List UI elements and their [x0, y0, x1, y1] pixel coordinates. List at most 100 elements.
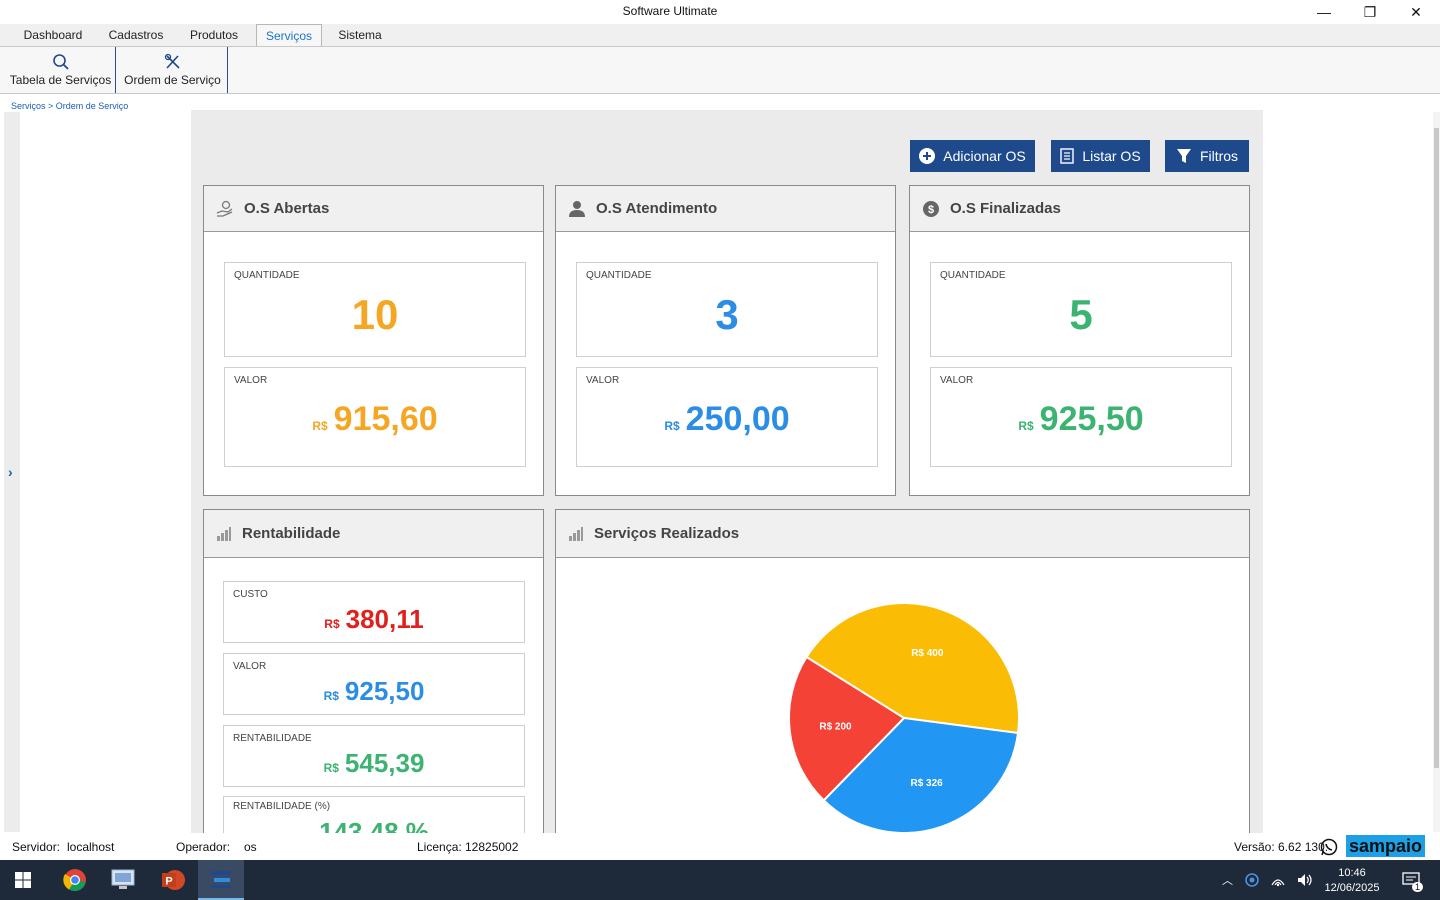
- tab-sistema[interactable]: Sistema: [338, 28, 382, 42]
- scrollbar-thumb[interactable]: [1434, 128, 1439, 768]
- valor-box: VALOR R$ 925,50: [930, 367, 1232, 467]
- clock-time: 10:46: [1338, 866, 1366, 879]
- valor-display: R$ 925,50: [224, 676, 524, 707]
- tools-icon: [118, 47, 227, 73]
- rentabilidade-pct-value: 143,48 %: [319, 817, 429, 833]
- adicionar-os-button[interactable]: Adicionar OS: [910, 140, 1035, 172]
- ordem-servico-button[interactable]: Ordem de Serviço: [118, 47, 228, 93]
- currency-symbol: R$: [323, 689, 339, 703]
- rentabilidade-label: RENTABILIDADE: [233, 733, 312, 744]
- quantidade-value: 10: [351, 291, 399, 338]
- security-icon[interactable]: [1245, 873, 1259, 887]
- pie-slice[interactable]: [788, 655, 906, 802]
- hand-coin-icon: [216, 200, 233, 217]
- custo-display: R$ 380,11: [224, 604, 524, 635]
- taskbar: P ︿ 10:46 12/06/2025 1: [0, 860, 1440, 900]
- valor-label: VALOR: [586, 375, 620, 386]
- close-button[interactable]: ✕: [1410, 3, 1422, 20]
- custo-value: 380,11: [345, 604, 424, 634]
- monitor-icon: [111, 869, 135, 889]
- currency-symbol: R$: [323, 761, 339, 775]
- currency-symbol: R$: [324, 617, 340, 631]
- remote-desktop-taskbar-button[interactable]: [100, 860, 146, 900]
- valor-box: VALOR R$ 925,50: [223, 653, 525, 715]
- vertical-scrollbar[interactable]: [1433, 112, 1440, 832]
- currency-symbol: R$: [1018, 419, 1034, 433]
- bar-chart-icon: [217, 526, 231, 541]
- tab-produtos[interactable]: Produtos: [189, 28, 239, 42]
- network-icon[interactable]: [1271, 873, 1285, 887]
- custo-label: CUSTO: [233, 589, 268, 600]
- notifications-button[interactable]: 1: [1396, 860, 1426, 900]
- currency-symbol: R$: [664, 419, 680, 433]
- powerpoint-taskbar-button[interactable]: P: [150, 860, 196, 900]
- dollar-coin-icon: $: [923, 200, 939, 217]
- valor-box: VALOR R$ 250,00: [576, 367, 878, 467]
- tab-servicos[interactable]: Serviços: [256, 24, 322, 47]
- whatsapp-icon[interactable]: [1320, 838, 1338, 856]
- windows-start-button[interactable]: [0, 860, 46, 900]
- clock[interactable]: 10:46 12/06/2025: [1316, 860, 1388, 900]
- quantidade-box: QUANTIDADE 3: [576, 262, 878, 357]
- chevron-up-icon[interactable]: ︿: [1222, 875, 1233, 887]
- pie-slice[interactable]: [822, 716, 1020, 833]
- ribbon: Tabela de Serviços Ordem de Serviço: [0, 46, 1440, 94]
- quantidade-label: QUANTIDADE: [940, 270, 1006, 281]
- windows-icon: [15, 872, 31, 888]
- volume-icon[interactable]: [1297, 873, 1313, 887]
- versao-text: Versão: 6.62 130:: [1234, 840, 1329, 854]
- main-content: Adicionar OS Listar OS Filtros O.S Abert…: [191, 110, 1263, 833]
- card-os-finalizadas: $ O.S Finalizadas QUANTIDADE 5 VALOR R$ 9…: [909, 185, 1250, 496]
- card-os-abertas: O.S Abertas QUANTIDADE 10 VALOR R$ 915,60: [203, 185, 544, 496]
- tabela-servicos-button[interactable]: Tabela de Serviços: [6, 47, 116, 93]
- valor-value: 250,00: [685, 400, 790, 438]
- tab-cadastros[interactable]: Cadastros: [108, 28, 164, 42]
- user-icon: [569, 200, 585, 217]
- maximize-button[interactable]: ❐: [1363, 3, 1377, 20]
- card-title: Serviços Realizados: [594, 525, 740, 542]
- powerpoint-icon: P: [162, 870, 185, 890]
- tab-dashboard[interactable]: Dashboard: [23, 28, 83, 42]
- list-icon: [1060, 148, 1075, 164]
- card-title: O.S Abertas: [244, 200, 330, 217]
- valor-value: 915,60: [333, 400, 438, 438]
- notification-count: 1: [1412, 882, 1424, 892]
- servidor-label: Servidor:: [12, 840, 61, 854]
- servidor-value: localhost: [67, 840, 115, 854]
- ordem-servico-label: Ordem de Serviço: [124, 73, 221, 87]
- left-collapse-bar[interactable]: ›: [4, 112, 20, 832]
- quantidade-value: 3: [715, 291, 739, 338]
- card-header: O.S Atendimento: [556, 186, 895, 232]
- card-title: O.S Finalizadas: [950, 200, 1061, 217]
- adicionar-os-label: Adicionar OS: [943, 148, 1026, 164]
- app-icon: [211, 871, 231, 888]
- software-ultimate-taskbar-button[interactable]: [198, 860, 244, 900]
- card-servicos-realizados: Serviços Realizados R$ 400 R$ 326 R$ 200: [555, 509, 1250, 833]
- pie-slice[interactable]: [805, 602, 1020, 735]
- rentabilidade-box: RENTABILIDADE R$ 545,39: [223, 725, 525, 787]
- valor-display: R$ 915,60: [225, 400, 525, 439]
- rentabilidade-display: R$ 545,39: [224, 748, 524, 779]
- quantidade-label: QUANTIDADE: [586, 270, 652, 281]
- chrome-taskbar-button[interactable]: [52, 860, 98, 900]
- card-title: Rentabilidade: [242, 525, 341, 542]
- minimize-button[interactable]: —: [1317, 4, 1331, 20]
- quantidade-value: 5: [1069, 291, 1093, 338]
- operador-value: os: [244, 840, 257, 854]
- operador-label: Operador:: [176, 840, 231, 854]
- valor-label: VALOR: [233, 661, 267, 672]
- bar-chart-icon: [569, 526, 583, 541]
- title-bar: Software Ultimate — ❐ ✕: [0, 0, 1440, 24]
- menu-tabs: Dashboard Cadastros Produtos Serviços Si…: [0, 24, 1440, 47]
- card-header: Rentabilidade: [204, 510, 543, 558]
- listar-os-button[interactable]: Listar OS: [1051, 140, 1150, 172]
- chevron-right-icon[interactable]: ›: [8, 464, 13, 480]
- card-os-atendimento: O.S Atendimento QUANTIDADE 3 VALOR R$ 250…: [555, 185, 896, 496]
- currency-symbol: R$: [312, 419, 328, 433]
- breadcrumb[interactable]: Serviços > Ordem de Serviço: [11, 101, 129, 111]
- valor-display: R$ 925,50: [931, 400, 1231, 439]
- svg-text:$: $: [928, 204, 934, 216]
- status-bar: Servidor: localhost Operador: os Licença…: [0, 833, 1440, 860]
- filtros-button[interactable]: Filtros: [1165, 140, 1249, 172]
- filter-icon: [1176, 149, 1191, 163]
